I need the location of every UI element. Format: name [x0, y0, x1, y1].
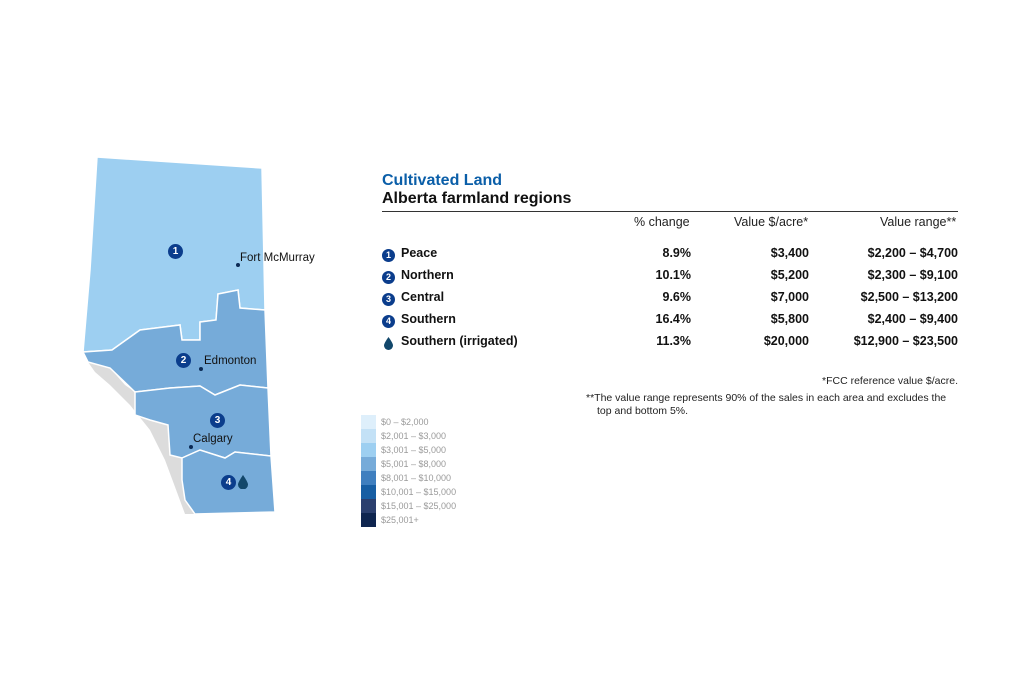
chart-subtitle: Alberta farmland regions	[382, 190, 572, 207]
value-per-acre: $7,000	[770, 290, 809, 304]
legend-label: $2,001 – $3,000	[381, 431, 447, 441]
region-badge: 1	[382, 249, 395, 262]
region-name: Central	[401, 290, 445, 304]
table-row: 3 Central 9.6% $7,000 $2,500 – $13,200	[382, 290, 958, 310]
legend-item: $8,001 – $10,000	[361, 471, 456, 485]
city-label-edmonton: Edmonton	[204, 355, 257, 367]
header-range: Value range**	[880, 215, 957, 229]
city-dot-fort-mcmurray	[236, 263, 240, 267]
legend-swatch	[361, 513, 376, 527]
legend-label: $15,001 – $25,000	[381, 501, 457, 511]
value-range: $2,400 – $9,400	[867, 312, 958, 326]
legend-swatch	[361, 429, 376, 443]
percent-change: 16.4%	[655, 312, 691, 326]
note-range-2: top and bottom 5%.	[597, 405, 689, 417]
legend-swatch	[361, 485, 376, 499]
legend-label: $25,001+	[381, 515, 419, 525]
legend-item: $15,001 – $25,000	[361, 499, 456, 513]
region-badge-2: 2	[176, 353, 191, 368]
value-range: $12,900 – $23,500	[853, 334, 958, 348]
percent-change: 8.9%	[662, 246, 692, 260]
value-per-acre: $3,400	[770, 246, 809, 260]
legend-item: $2,001 – $3,000	[361, 429, 456, 443]
legend-item: $0 – $2,000	[361, 415, 456, 429]
note-fcc: *FCC reference value $/acre.	[822, 375, 958, 387]
legend-label: $10,001 – $15,000	[381, 487, 457, 497]
legend-swatch	[361, 457, 376, 471]
value-range: $2,200 – $4,700	[867, 246, 958, 260]
legend-label: $5,001 – $8,000	[381, 459, 447, 469]
map-legend: $0 – $2,000 $2,001 – $3,000 $3,001 – $5,00…	[361, 415, 456, 527]
region-name: Southern	[401, 312, 456, 326]
value-range: $2,300 – $9,100	[867, 268, 958, 282]
legend-item: $3,001 – $5,000	[361, 443, 456, 457]
region-badge-4: 4	[221, 475, 236, 490]
table-row: 1 Peace 8.9% $3,400 $2,200 – $4,700	[382, 246, 958, 266]
header-change: % change	[634, 215, 690, 229]
legend-swatch	[361, 471, 376, 485]
legend-swatch	[361, 499, 376, 513]
legend-item: $5,001 – $8,000	[361, 457, 456, 471]
table-row: 2 Northern 10.1% $5,200 $2,300 – $9,100	[382, 268, 958, 288]
table-row: Southern (irrigated) 11.3% $20,000 $12,900 …	[382, 334, 958, 354]
divider	[382, 211, 958, 212]
percent-change: 9.6%	[662, 290, 692, 304]
note-range-1: **The value range represents 90% of the …	[586, 392, 947, 404]
region-central	[134, 384, 272, 459]
city-dot-calgary	[189, 445, 193, 449]
legend-swatch	[361, 443, 376, 457]
percent-change: 10.1%	[655, 268, 691, 282]
chart-title: Cultivated Land	[382, 172, 503, 189]
value-per-acre: $5,800	[770, 312, 809, 326]
header-value: Value $/acre*	[734, 215, 809, 229]
alberta-map	[81, 156, 276, 515]
value-per-acre: $5,200	[770, 268, 809, 282]
percent-change: 11.3%	[656, 334, 691, 348]
table-row: 4 Southern 16.4% $5,800 $2,400 – $9,400	[382, 312, 958, 332]
city-label-calgary: Calgary	[193, 433, 233, 445]
region-name: Northern	[401, 268, 454, 282]
region-name: Southern (irrigated)	[401, 334, 518, 348]
city-label-fort-mcmurray: Fort McMurray	[240, 252, 315, 264]
region-badge: 4	[382, 315, 395, 328]
legend-label: $3,001 – $5,000	[381, 445, 447, 455]
city-dot-edmonton	[199, 367, 203, 371]
legend-item: $10,001 – $15,000	[361, 485, 456, 499]
region-name: Peace	[401, 246, 438, 260]
value-range: $2,500 – $13,200	[860, 290, 958, 304]
region-badge-3: 3	[210, 413, 225, 428]
legend-label: $0 – $2,000	[381, 417, 429, 427]
legend-item: $25,001+	[361, 513, 456, 527]
water-drop-icon	[238, 475, 248, 489]
legend-label: $8,001 – $10,000	[381, 473, 452, 483]
value-per-acre: $20,000	[763, 334, 809, 348]
water-drop-icon	[384, 337, 393, 350]
region-badge-1: 1	[168, 244, 183, 259]
legend-swatch	[361, 415, 376, 429]
region-badge: 2	[382, 271, 395, 284]
region-badge: 3	[382, 293, 395, 306]
